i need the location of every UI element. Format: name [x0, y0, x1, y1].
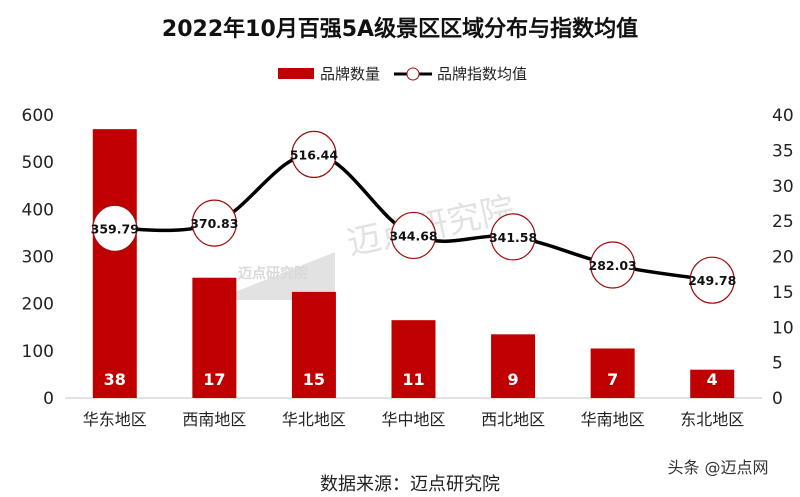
left-axis-tick: 500 — [22, 153, 54, 173]
line-marker — [689, 256, 735, 304]
line-value-label: 344.68 — [389, 228, 437, 243]
category-label: 西南地区 — [182, 410, 246, 429]
line-value-label: 282.03 — [589, 258, 637, 273]
right-axis-tick: 0 — [772, 389, 783, 409]
left-axis-tick: 600 — [22, 106, 54, 126]
left-axis-tick: 400 — [22, 200, 54, 220]
right-axis-tick: 20 — [772, 248, 794, 268]
left-axis-tick: 300 — [22, 248, 54, 268]
line-marker — [390, 211, 437, 260]
bar-label: 7 — [607, 370, 618, 389]
right-axis-tick: 40 — [772, 106, 794, 126]
line-value-label: 370.83 — [190, 216, 238, 231]
bar — [491, 334, 536, 398]
category-label: 华中地区 — [381, 410, 445, 429]
right-axis-tick: 15 — [772, 283, 794, 303]
source-note: 数据来源：迈点研究院 — [320, 474, 500, 495]
left-axis-tick: 0 — [43, 389, 54, 409]
legend-bar-swatch — [278, 68, 314, 79]
right-axis-tick: 5 — [772, 354, 783, 374]
left-axis-tick: 100 — [22, 342, 54, 362]
right-axis-tick: 35 — [772, 141, 794, 161]
legend-line-marker — [406, 67, 420, 81]
bar-label: 38 — [104, 370, 126, 389]
svg-text:迈点研究院: 迈点研究院 — [238, 265, 308, 282]
bar-label: 11 — [402, 370, 424, 389]
right-axis-tick: 25 — [772, 212, 794, 232]
line-value-label: 516.44 — [290, 147, 339, 162]
bar — [192, 277, 237, 398]
line-marker — [191, 199, 237, 247]
bar-label: 15 — [303, 370, 325, 389]
right-axis-tick: 10 — [772, 318, 794, 338]
bar — [291, 291, 336, 398]
category-label: 华南地区 — [581, 410, 645, 429]
right-axis-tick: 30 — [772, 177, 794, 197]
legend: 品牌数量 品牌指数均值 — [278, 65, 527, 83]
bar — [690, 369, 735, 398]
line-value-label: 359.79 — [91, 221, 139, 236]
category-label: 西北地区 — [481, 410, 545, 429]
line-marker — [590, 241, 636, 289]
line-marker — [490, 213, 536, 261]
bar-label: 4 — [707, 370, 718, 389]
category-label: 华北地区 — [282, 410, 346, 429]
bar — [92, 129, 137, 398]
line-value-label: 249.78 — [688, 273, 736, 288]
logo-watermark: 迈点研究院 迈点研究院 — [215, 189, 518, 300]
bar-label: 9 — [508, 370, 519, 389]
watermark: 头条 @迈点网 — [667, 458, 768, 477]
left-axis-tick: 200 — [22, 295, 54, 315]
bar — [590, 348, 635, 398]
line-marker — [291, 130, 337, 179]
category-label: 华东地区 — [83, 410, 147, 429]
bar — [391, 320, 436, 398]
line-value-label: 341.58 — [489, 230, 537, 245]
bar-label: 17 — [203, 370, 225, 389]
legend-bar-label: 品牌数量 — [320, 65, 380, 83]
chart-title: 2022年10月百强5A级景区区域分布与指数均值 — [162, 16, 638, 42]
line-marker — [92, 204, 138, 252]
category-label: 东北地区 — [680, 410, 744, 429]
legend-line-label: 品牌指数均值 — [437, 65, 527, 83]
